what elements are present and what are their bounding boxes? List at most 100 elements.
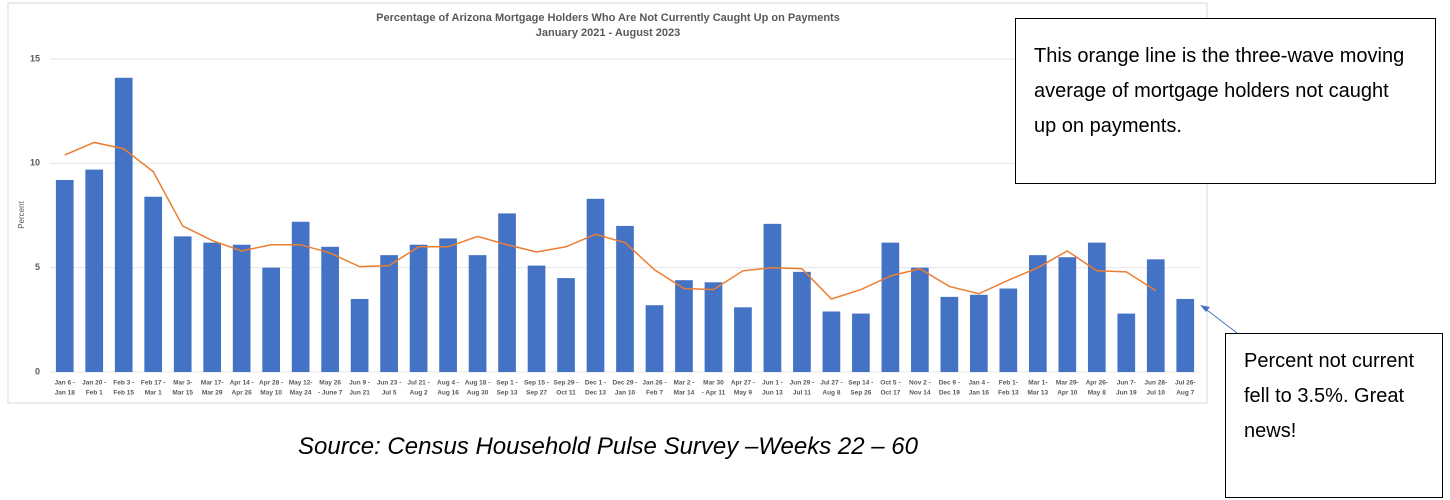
bar xyxy=(557,278,575,372)
x-tick-label: Sep 13 xyxy=(497,390,518,397)
x-tick-label: May 9 xyxy=(734,390,752,397)
x-tick-label: Aug 7 xyxy=(1176,390,1194,397)
x-tick-label: Jan 18 xyxy=(55,390,76,397)
x-tick-label: Dec 29 - xyxy=(613,380,638,387)
x-tick-label: Sep 1 - xyxy=(496,380,517,387)
bar xyxy=(291,221,310,372)
bar xyxy=(734,307,752,372)
bar xyxy=(704,282,723,372)
bar xyxy=(144,196,163,372)
bar xyxy=(321,246,339,372)
x-tick-label: Sep 27 xyxy=(526,390,547,397)
y-tick-label: 15 xyxy=(30,53,40,63)
x-tick-label: Feb 1- xyxy=(999,380,1018,387)
x-tick-label: Mar 1 xyxy=(145,390,162,397)
x-tick-label: Apr 26 xyxy=(232,390,253,397)
bar xyxy=(881,242,900,372)
x-tick-label: Sep 29 - xyxy=(554,380,579,387)
x-tick-label: Jul 21 - xyxy=(407,380,429,387)
bar xyxy=(911,267,929,372)
x-tick-label: Dec 19 xyxy=(939,390,960,397)
x-tick-label: - Apr 11 xyxy=(702,390,726,397)
x-tick-label: Jan 20 - xyxy=(82,380,106,387)
x-tick-label: Jul 5 xyxy=(382,390,397,397)
x-tick-label: Jun 28- xyxy=(1144,380,1167,387)
line xyxy=(64,141,1157,300)
x-tick-label: - June 7 xyxy=(318,390,343,397)
bar xyxy=(793,271,811,372)
bar xyxy=(940,296,959,372)
bar xyxy=(852,313,870,372)
x-tick-label: Jan 16 xyxy=(969,390,990,397)
x-tick-label: Nov 14 xyxy=(909,390,931,397)
x-tick-label: May 26 xyxy=(319,380,341,387)
x-tick-label: Dec 1 - xyxy=(585,380,606,387)
x-tick-label: Oct 11 xyxy=(556,390,576,397)
bar xyxy=(262,267,280,372)
x-tick-label: Feb 3 - xyxy=(113,380,134,387)
x-tick-label: Dec 13 xyxy=(585,390,606,397)
x-tick-label: Jul 10 xyxy=(1147,390,1166,397)
x-tick-label: Jan 6 - xyxy=(54,380,75,387)
bar xyxy=(409,244,428,372)
bar xyxy=(616,225,634,372)
x-tick-label: Feb 1 xyxy=(86,390,103,397)
source: Source: Census Household Pulse Survey –W… xyxy=(298,433,918,460)
x-tick-label: Jul 11 xyxy=(793,390,811,397)
bar xyxy=(527,265,546,372)
bar xyxy=(380,255,398,372)
x-tick-label: May 12- xyxy=(289,380,313,387)
x-tick-label: May 10 xyxy=(260,390,282,397)
x-tick-label: Feb 7 xyxy=(646,390,663,397)
x-tick-label: Apr 10 xyxy=(1057,390,1078,397)
x-tick-label: Aug 4 - xyxy=(437,380,459,387)
bar xyxy=(203,242,222,372)
x-tick-label: Mar 2 - xyxy=(673,380,694,387)
x-tick-label: Aug 2 xyxy=(410,390,428,397)
annotation: This orange line is the three-wave movin… xyxy=(1015,18,1436,184)
bar xyxy=(1146,259,1165,372)
x-tick-label: Aug 16 xyxy=(437,390,459,397)
bar xyxy=(1117,313,1136,372)
x-tick-label: Mar 1- xyxy=(1028,380,1047,387)
x-tick-label: Mar 14 xyxy=(674,390,695,397)
bar xyxy=(645,305,664,372)
x-tick-label: Nov 2 - xyxy=(909,380,931,387)
y-tick-label: 5 xyxy=(35,262,40,272)
bar xyxy=(822,311,841,372)
arrow xyxy=(1202,306,1238,334)
bar xyxy=(232,244,251,372)
bar xyxy=(439,238,457,372)
x-tick-label: Feb 17 - xyxy=(141,380,166,387)
bar xyxy=(1087,242,1106,372)
bar xyxy=(999,288,1018,372)
x-tick-label: Apr 28 - xyxy=(259,380,283,387)
x-tick-label: Jan 4 - xyxy=(969,380,990,387)
x-tick-label: Jul 27 - xyxy=(820,380,842,387)
x-tick-label: Jun 29 - xyxy=(790,380,815,387)
bar xyxy=(970,294,988,372)
x-tick-label: Mar 13 xyxy=(1028,390,1049,397)
bar xyxy=(586,198,605,372)
x-tick-label: Jun 19 xyxy=(1116,390,1137,397)
x-tick-label: Mar 3- xyxy=(173,380,192,387)
x-tick-label: Sep 14 - xyxy=(848,380,873,387)
bar xyxy=(55,180,74,372)
x-tick-label: Jun 13 xyxy=(762,390,783,397)
x-tick-label: May 8 xyxy=(1088,390,1106,397)
x-tick-label: Jan 10 xyxy=(615,390,636,397)
bar xyxy=(1176,298,1195,372)
bar xyxy=(85,169,104,372)
x-tick-label: Aug 8 xyxy=(822,390,840,397)
bar xyxy=(498,213,516,372)
x-tick-label: Jul 26- xyxy=(1175,380,1196,387)
arrow-head xyxy=(1200,305,1210,312)
bar xyxy=(468,255,487,372)
bar xyxy=(114,77,133,372)
bar xyxy=(675,280,693,372)
x-tick-label: Apr 26- xyxy=(1086,380,1108,387)
chart-title: Percentage of Arizona Mortgage Holders W… xyxy=(376,12,840,24)
x-tick-label: Jun 21 xyxy=(349,390,370,397)
